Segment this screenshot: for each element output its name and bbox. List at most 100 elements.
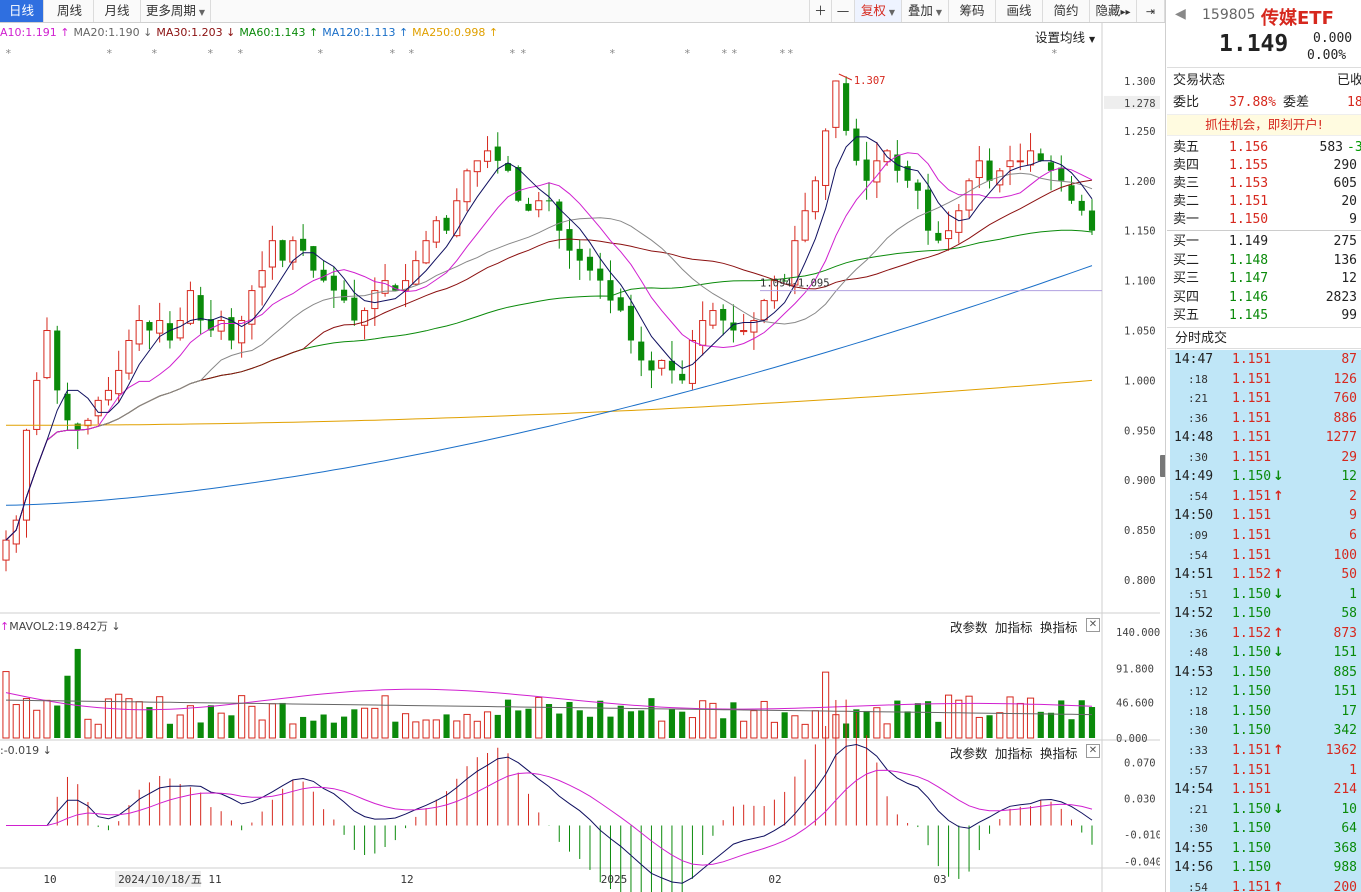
tick-time: :54 — [1188, 548, 1208, 562]
ma120-line — [5, 265, 1093, 506]
set-ma-dropdown[interactable]: 设置均线 ▼ — [1035, 27, 1095, 46]
price-change: 0.000 — [1313, 31, 1353, 46]
tick-direction-icon: ↑ — [1273, 625, 1284, 641]
macd-close-icon[interactable]: ✕ — [1086, 744, 1100, 758]
candle-body — [473, 160, 481, 173]
event-marker-icon: * — [207, 47, 214, 60]
volume-bar — [94, 723, 102, 739]
candle-body — [207, 319, 214, 331]
chips-button[interactable]: 筹码 — [949, 0, 996, 22]
ask-row[interactable]: 卖四 1.155 290 — [1167, 157, 1361, 175]
candle-body — [483, 150, 492, 162]
tick-row: 14:55 1.150 368 — [1170, 839, 1361, 859]
candle-body — [730, 322, 737, 331]
tick-price: 1.150 — [1232, 821, 1272, 837]
tick-price: 1.150 — [1232, 645, 1272, 661]
volume-bar — [781, 712, 788, 738]
security-code: 159805 — [1202, 7, 1256, 23]
macd-edit-params-button[interactable]: 改参数 — [950, 746, 988, 761]
tick-row: 14:54 1.151 214 — [1170, 780, 1361, 800]
macd-switch-indicator-button[interactable]: 换指标 — [1040, 746, 1078, 761]
tick-time: :21 — [1188, 392, 1208, 406]
back-arrow-icon[interactable]: ◀ — [1175, 6, 1186, 22]
overlay-dropdown[interactable]: 叠加 ▼ — [902, 0, 949, 22]
candle-body — [822, 130, 830, 186]
tab-monthly[interactable]: 月线 — [94, 0, 141, 22]
candle-body — [832, 80, 840, 128]
macd-add-indicator-button[interactable]: 加指标 — [995, 746, 1033, 761]
candle-body — [1088, 210, 1096, 231]
vol-add-indicator-button[interactable]: 加指标 — [995, 620, 1033, 635]
tick-direction-icon: ↑ — [1273, 567, 1284, 583]
simple-mode-button[interactable]: 简约 — [1043, 0, 1090, 22]
volume-bar — [115, 693, 123, 739]
volume-bar — [238, 695, 246, 739]
tab-daily[interactable]: 日线 — [0, 0, 44, 22]
ask-row[interactable]: 卖一 1.150 9 — [1167, 211, 1361, 229]
panel-resize-handle[interactable] — [1160, 455, 1165, 477]
tick-volume: 886 — [1333, 410, 1357, 426]
bid-row[interactable]: 买三 1.147 12 — [1167, 270, 1361, 288]
volume-bar — [54, 705, 61, 738]
volume-bar — [760, 700, 768, 739]
tick-volume: 64 — [1341, 821, 1357, 837]
ask-row[interactable]: 卖五 1.156 583 -3 — [1167, 139, 1361, 157]
volume-bar — [1047, 712, 1055, 738]
ask-row[interactable]: 卖三 1.153 605 — [1167, 175, 1361, 193]
bid-row[interactable]: 买一 1.149 275 — [1167, 233, 1361, 251]
volume-bar — [996, 712, 1004, 739]
volume-bar — [750, 710, 758, 739]
candle-body — [720, 308, 727, 321]
candle-body — [64, 393, 71, 421]
tick-price: 1.151 — [1232, 527, 1272, 543]
tab-weekly[interactable]: 周线 — [46, 0, 94, 22]
candle-body — [658, 359, 666, 369]
volume-bar — [1026, 697, 1035, 739]
tick-volume: 50 — [1341, 567, 1357, 583]
price-axis-label: 0.900 — [1124, 475, 1156, 487]
bid-row[interactable]: 买二 1.148 136 — [1167, 252, 1361, 270]
tick-price: 1.151 — [1232, 430, 1272, 446]
volume-bar — [248, 705, 256, 739]
tick-volume: 151 — [1333, 645, 1357, 661]
ask-row[interactable]: 卖二 1.151 20 — [1167, 193, 1361, 211]
macd-header: :-0.019 ↓ — [0, 744, 52, 760]
hide-button[interactable]: 隐藏▸▸ — [1090, 0, 1137, 22]
candle-body — [904, 166, 911, 181]
volume-bar — [648, 698, 655, 738]
macd-axis-label: 0.030 — [1124, 794, 1156, 806]
more-periods-label: 更多周期 — [145, 3, 196, 18]
adjust-dropdown[interactable]: 复权 ▼ — [855, 0, 902, 22]
tick-trades-list[interactable]: 14:47 1.151 87:18 1.151 126:21 1.151 760:36 1.1… — [1170, 350, 1361, 892]
chart-canvas[interactable]: * * * * * * * * * * * * * * * * *1.3001.2781.2501.2001.1… — [0, 0, 1160, 892]
volume-bar — [33, 709, 41, 739]
candle-body — [668, 360, 676, 371]
volume-bar — [975, 716, 983, 739]
tick-price: 1.152 — [1232, 625, 1272, 641]
tick-price: 1.150 — [1232, 703, 1272, 719]
volume-bar — [186, 705, 194, 739]
level-price: 1.153 — [1229, 176, 1269, 191]
vol-switch-indicator-button[interactable]: 换指标 — [1040, 620, 1078, 635]
panel-toggle-button[interactable]: ⇥ — [1137, 0, 1165, 22]
more-periods-dropdown[interactable]: 更多周期 ▼ — [141, 0, 211, 22]
bid-row[interactable]: 买五 1.145 99 — [1167, 307, 1361, 325]
vol-edit-params-button[interactable]: 改参数 — [950, 620, 988, 635]
zoom-out-button[interactable]: — — [832, 0, 855, 22]
candle-body — [115, 369, 123, 395]
draw-line-button[interactable]: 画线 — [996, 0, 1043, 22]
candle-body — [463, 170, 471, 203]
tick-price: 1.150 — [1232, 664, 1272, 680]
kline-chart-area[interactable]: 日线 周线 月线 更多周期 ▼ ＋ — 复权 ▼ 叠加 ▼ 筹码 画线 简约 隐藏▸▸… — [0, 0, 1166, 892]
ma-legend-item: MA60:1.143 ↑ — [239, 26, 319, 39]
candle-body — [2, 539, 10, 561]
event-marker-icon: * — [237, 47, 244, 60]
bid-row[interactable]: 买四 1.146 2823 — [1167, 289, 1361, 307]
candle-body — [556, 201, 563, 231]
vol-close-icon[interactable]: ✕ — [1086, 618, 1100, 632]
level-label: 买五 — [1173, 308, 1200, 323]
candle-body — [453, 200, 461, 237]
zoom-in-button[interactable]: ＋ — [809, 0, 832, 22]
candle-body — [781, 280, 788, 282]
open-account-banner[interactable]: 抓住机会，即刻开户! — [1167, 114, 1361, 136]
